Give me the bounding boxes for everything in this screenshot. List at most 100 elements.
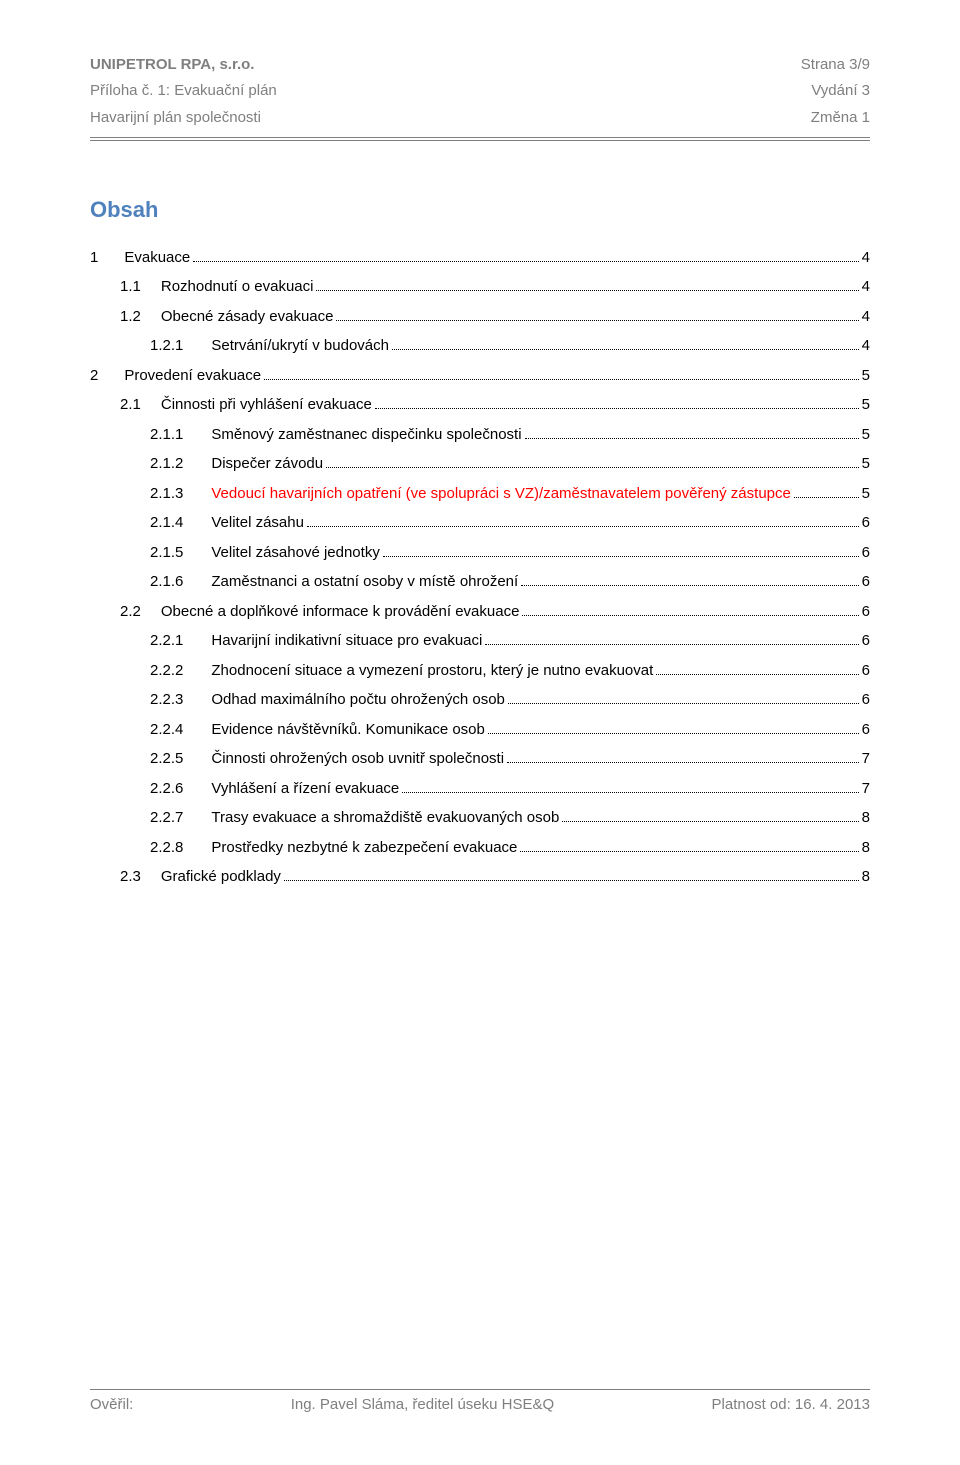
toc-entry-number: 2.2.5 <box>150 750 183 767</box>
footer-row: Ověřil: Ing. Pavel Sláma, ředitel úseku … <box>90 1396 870 1413</box>
toc-leader <box>522 615 858 616</box>
toc-entry-page: 7 <box>862 780 870 797</box>
toc-leader <box>264 379 859 380</box>
toc-entry-number: 2.2.1 <box>150 632 183 649</box>
toc-entry-number: 2.1.4 <box>150 514 183 531</box>
company-name: UNIPETROL RPA, s.r.o. <box>90 52 254 78</box>
toc-entry-number: 2.1.6 <box>150 573 183 590</box>
change: Změna 1 <box>811 105 870 131</box>
toc-entry: 2.2.7 Trasy evakuace a shromaždiště evaku… <box>90 809 870 826</box>
toc-leader <box>485 644 858 645</box>
toc-leader <box>521 585 858 586</box>
toc-entry-page: 6 <box>862 691 870 708</box>
toc-entry-number: 1.2 <box>120 308 141 325</box>
toc-entry: 2.2.3Odhad maximálního počtu ohrožených … <box>90 691 870 708</box>
header-row-1: UNIPETROL RPA, s.r.o. Strana 3/9 <box>90 52 870 78</box>
toc-entry-title: Provedení evakuace <box>124 367 261 384</box>
toc-heading: Obsah <box>90 197 870 223</box>
toc-entry-number: 2.2.3 <box>150 691 183 708</box>
toc-leader <box>507 762 859 763</box>
toc-entry: 2.2Obecné a doplňkové informace k provád… <box>90 603 870 620</box>
toc-leader <box>284 880 859 881</box>
toc-entry-page: 5 <box>862 455 870 472</box>
toc-entry-title: Dispečer závodu <box>211 455 323 472</box>
toc-entry-number: 2.2.7 <box>150 809 183 826</box>
toc-entry-number: 1.2.1 <box>150 337 183 354</box>
toc-entry-page: 7 <box>862 750 870 767</box>
toc-entry-page: 6 <box>862 632 870 649</box>
toc-entry-page: 8 <box>862 809 870 826</box>
toc-leader <box>307 526 859 527</box>
toc-entry-number: 2.1.2 <box>150 455 183 472</box>
plan-title: Havarijní plán společnosti <box>90 105 261 131</box>
toc-entry-page: 6 <box>862 662 870 679</box>
toc-entry: 2.2.4 Evidence návštěvníků. Komunikace os… <box>90 721 870 738</box>
toc-entry-page: 5 <box>862 426 870 443</box>
toc-entry-title: Grafické podklady <box>161 868 281 885</box>
toc-leader <box>525 438 859 439</box>
toc-entry-title: Velitel zásahové jednotky <box>211 544 379 561</box>
toc-entry-title: Činnosti ohrožených osob uvnitř společno… <box>211 750 504 767</box>
toc-entry-title: Rozhodnutí o evakuaci <box>161 278 314 295</box>
toc-entry: 2Provedení evakuace5 <box>90 367 870 384</box>
toc-entry-title: Evakuace <box>124 249 190 266</box>
toc-entry-title: Trasy evakuace a shromaždiště evakuovaný… <box>211 809 559 826</box>
header-row-3: Havarijní plán společnosti Změna 1 <box>90 105 870 131</box>
toc-entry-number: 2.2.2 <box>150 662 183 679</box>
table-of-contents: 1Evakuace41.1Rozhodnutí o evakuaci41.2Ob… <box>90 249 870 886</box>
toc-entry-title: Evidence návštěvníků. Komunikace osob <box>211 721 485 738</box>
toc-entry-page: 6 <box>862 514 870 531</box>
toc-entry-title: Obecné zásady evakuace <box>161 308 334 325</box>
toc-leader <box>402 792 858 793</box>
toc-entry-page: 6 <box>862 721 870 738</box>
toc-entry-page: 4 <box>862 308 870 325</box>
toc-entry-title: Zhodnocení situace a vymezení prostoru, … <box>211 662 653 679</box>
toc-leader <box>562 821 858 822</box>
toc-entry-title: Prostředky nezbytné k zabezpečení evakua… <box>211 839 517 856</box>
toc-entry-title: Setrvání/ukrytí v budovách <box>211 337 389 354</box>
document-page: UNIPETROL RPA, s.r.o. Strana 3/9 Příloha… <box>0 0 960 885</box>
footer-center: Ing. Pavel Sláma, ředitel úseku HSE&Q <box>291 1396 554 1413</box>
toc-entry-number: 2.2.6 <box>150 780 183 797</box>
toc-entry-page: 5 <box>862 485 870 502</box>
toc-entry-number: 2.2.4 <box>150 721 183 738</box>
toc-entry: 2.1.1Směnový zaměstnanec dispečinku spol… <box>90 426 870 443</box>
toc-entry: 1Evakuace4 <box>90 249 870 266</box>
page-indicator: Strana 3/9 <box>801 52 870 78</box>
toc-entry: 2.1.4Velitel zásahu6 <box>90 514 870 531</box>
toc-entry-page: 5 <box>862 367 870 384</box>
toc-entry-page: 4 <box>862 249 870 266</box>
attachment-title: Příloha č. 1: Evakuační plán <box>90 78 277 104</box>
toc-leader <box>656 674 858 675</box>
toc-entry-number: 1.1 <box>120 278 141 295</box>
toc-entry-number: 2.2 <box>120 603 141 620</box>
toc-entry-number: 2.1.3 <box>150 485 183 502</box>
toc-entry-page: 6 <box>862 603 870 620</box>
toc-entry-page: 8 <box>862 868 870 885</box>
toc-leader <box>392 349 859 350</box>
toc-entry-title: Směnový zaměstnanec dispečinku společnos… <box>211 426 521 443</box>
toc-leader <box>383 556 859 557</box>
toc-entry-page: 6 <box>862 573 870 590</box>
header-rule-2 <box>90 140 870 141</box>
toc-entry: 1.2 Obecné zásady evakuace 4 <box>90 308 870 325</box>
toc-leader <box>794 497 859 498</box>
toc-entry: 2.1.5Velitel zásahové jednotky6 <box>90 544 870 561</box>
toc-leader <box>193 261 858 262</box>
edition: Vydání 3 <box>811 78 870 104</box>
toc-leader <box>336 320 858 321</box>
toc-entry-page: 5 <box>862 396 870 413</box>
toc-entry: 1.1 Rozhodnutí o evakuaci 4 <box>90 278 870 295</box>
header-row-2: Příloha č. 1: Evakuační plán Vydání 3 <box>90 78 870 104</box>
toc-entry-title: Vyhlášení a řízení evakuace <box>211 780 399 797</box>
toc-entry-number: 2.1 <box>120 396 141 413</box>
toc-entry-page: 4 <box>862 278 870 295</box>
toc-entry: 2.2.8 Prostředky nezbytné k zabezpečení e… <box>90 839 870 856</box>
toc-entry-number: 2.1.5 <box>150 544 183 561</box>
toc-entry-page: 4 <box>862 337 870 354</box>
toc-entry-number: 2.2.8 <box>150 839 183 856</box>
toc-entry: 2.1 Činnosti při vyhlášení evakuace 5 <box>90 396 870 413</box>
toc-entry-title: Činnosti při vyhlášení evakuace <box>161 396 372 413</box>
footer: Ověřil: Ing. Pavel Sláma, ředitel úseku … <box>90 1389 870 1413</box>
toc-leader <box>326 467 859 468</box>
